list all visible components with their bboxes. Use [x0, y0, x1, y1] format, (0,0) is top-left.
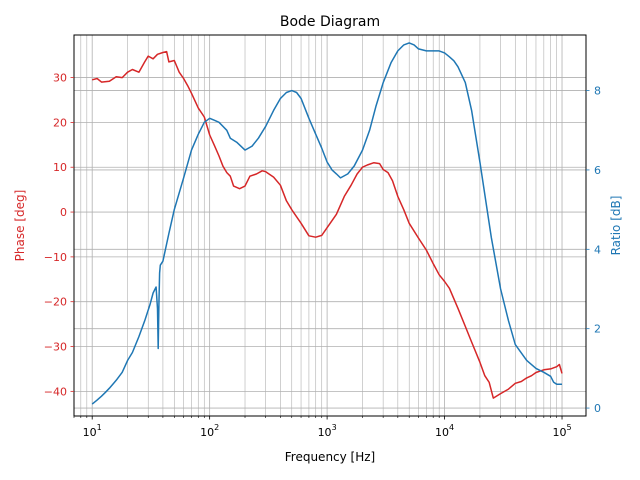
x-tick-label-exponent: 2 — [214, 423, 219, 432]
plot-frame — [73, 34, 587, 417]
y-left-tick-label: 0 — [60, 206, 67, 219]
x-tick-label-base: 10 — [200, 426, 214, 439]
x-tick-label: 102 — [200, 423, 219, 439]
y-left-tick-label: 10 — [53, 161, 67, 174]
x-tick-label: 104 — [435, 423, 454, 439]
y-left-tick-label: −40 — [44, 385, 67, 398]
x-tick-label: 101 — [83, 423, 102, 439]
x-tick-label: 105 — [552, 423, 571, 439]
y-left-tick-label: −20 — [44, 296, 67, 309]
y-right-tick-label: 2 — [594, 323, 601, 336]
ratio-line — [91, 42, 562, 405]
x-tick-label-exponent: 3 — [332, 423, 337, 432]
x-tick-label-exponent: 5 — [566, 423, 571, 432]
x-tick-label-exponent: 1 — [97, 423, 102, 432]
y-left-tick-label: 30 — [53, 72, 67, 85]
y-left-tick-label: −30 — [44, 341, 67, 354]
y-left-tick-label: 20 — [53, 116, 67, 129]
x-tick-label: 103 — [318, 423, 337, 439]
y-left-tick-label: −10 — [44, 251, 67, 264]
y-right-tick-label: 4 — [594, 243, 601, 256]
y-right-tick-label: 6 — [594, 164, 601, 177]
series-group — [91, 42, 563, 405]
x-tick-label-base: 10 — [435, 426, 449, 439]
y-right-tick-label: 8 — [594, 85, 601, 98]
grid — [73, 35, 586, 416]
x-axis-label: Frequency [Hz] — [285, 450, 376, 464]
y-axis-left-label: Phase [deg] — [13, 190, 27, 262]
phase-line — [92, 50, 563, 399]
chart-title: Bode Diagram — [280, 14, 380, 30]
x-tick-label-base: 10 — [83, 426, 97, 439]
x-tick-label-exponent: 4 — [449, 423, 454, 432]
y-right-tick-label: 0 — [594, 402, 601, 415]
x-tick-label-base: 10 — [552, 426, 566, 439]
x-tick-label-base: 10 — [318, 426, 332, 439]
y-axis-right-label: Ratio [dB] — [609, 196, 623, 256]
